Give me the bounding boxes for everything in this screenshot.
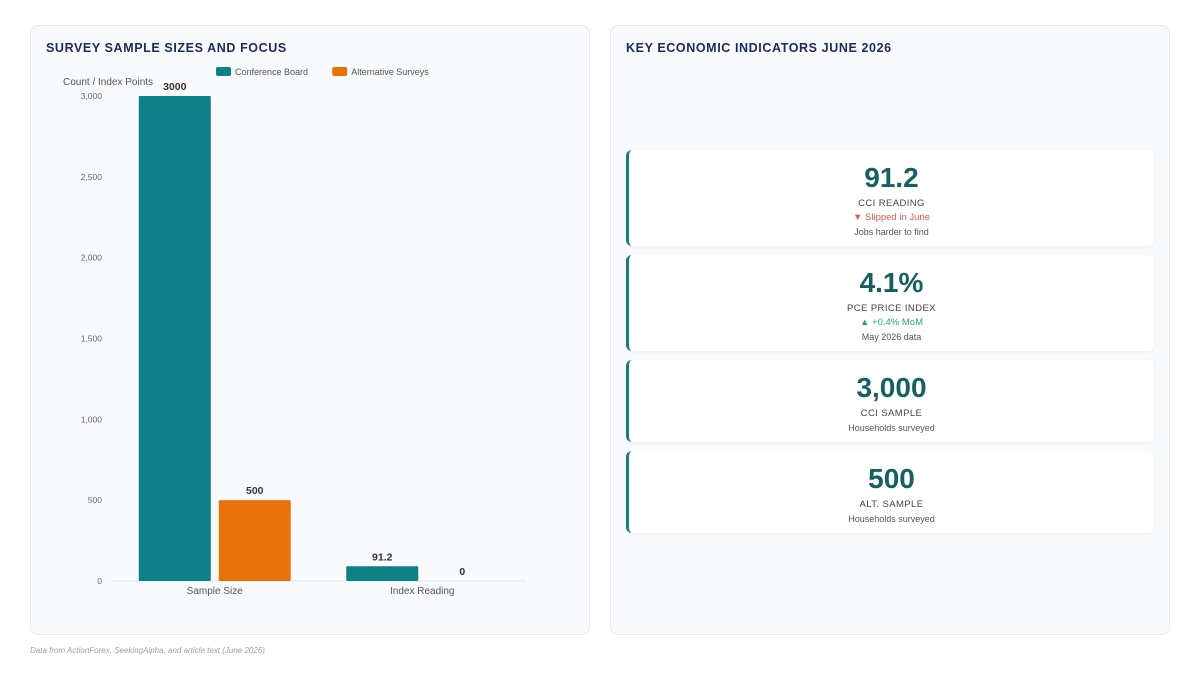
kpi-note: Households surveyed [848,514,935,524]
y-tick-label: 500 [88,495,102,505]
kpi-label: CCI SAMPLE [860,408,923,419]
y-tick-label: 1,000 [81,414,103,424]
legend-swatch [216,67,231,76]
y-tick-label: 0 [97,576,102,586]
kpi-note: Households surveyed [848,423,935,433]
bar-data-label: 91.2 [372,551,393,563]
x-tick-label: Sample Size [187,586,244,597]
y-tick-label: 2,500 [81,172,103,182]
kpi-label: CCI READING [858,198,925,209]
chart-title: SURVEY SAMPLE SIZES AND FOCUS [46,41,287,55]
kpi-card-alt-sample: 500 ALT. SAMPLE Households surveyed [626,451,1154,533]
y-tick-label: 1,500 [81,334,103,344]
kpi-value: 4.1% [859,267,924,298]
bar-data-label: 500 [246,485,264,497]
x-tick-label: Index Reading [390,586,455,597]
kpi-value: 3,000 [856,372,927,403]
y-tick-label: 3,000 [81,91,103,101]
kpi-panel-title: KEY ECONOMIC INDICATORS JUNE 2026 [626,41,892,55]
kpi-value: 500 [868,463,915,494]
chart-panel: SURVEY SAMPLE SIZES AND FOCUS Count / In… [30,25,590,635]
bar-conference-board-1 [346,566,419,581]
legend-swatch [332,67,348,76]
kpi-trend: ▼ Slipped in June [852,212,930,223]
kpi-trend: ▲ +0.4% MoM [860,317,923,328]
kpi-label: PCE PRICE INDEX [847,303,936,314]
kpi-card-cci-sample: 3,000 CCI SAMPLE Households surveyed [626,360,1154,442]
bar-conference-board-0 [138,96,211,581]
legend-label: Conference Board [235,67,308,77]
kpi-note: Jobs harder to find [854,227,929,237]
kpi-label: ALT. SAMPLE [859,499,924,510]
bar-chart: Count / Index Points 0 500 1,000 1,500 2,000 2… [63,67,526,597]
y-tick-label: 2,000 [81,253,103,263]
kpi-value: 91.2 [864,162,919,193]
kpi-panel: KEY ECONOMIC INDICATORS JUNE 2026 91.2 C… [610,25,1170,635]
kpi-note: May 2026 data [861,332,922,342]
y-axis-label: Count / Index Points [63,77,153,88]
legend-label: Alternative Surveys [351,67,429,77]
kpi-card-pce-index: 4.1% PCE PRICE INDEX ▲ +0.4% MoM May 202… [626,255,1154,351]
bar-data-label: 0 [459,566,465,578]
kpi-card-cci-reading: 91.2 CCI READING ▼ Slipped in June Jobs … [626,150,1154,246]
bar-data-label: 3000 [163,81,187,93]
source-footnote: Data from ActionForex, SeekingAlpha, and… [30,646,265,655]
bar-alternative-surveys-0 [218,500,291,581]
